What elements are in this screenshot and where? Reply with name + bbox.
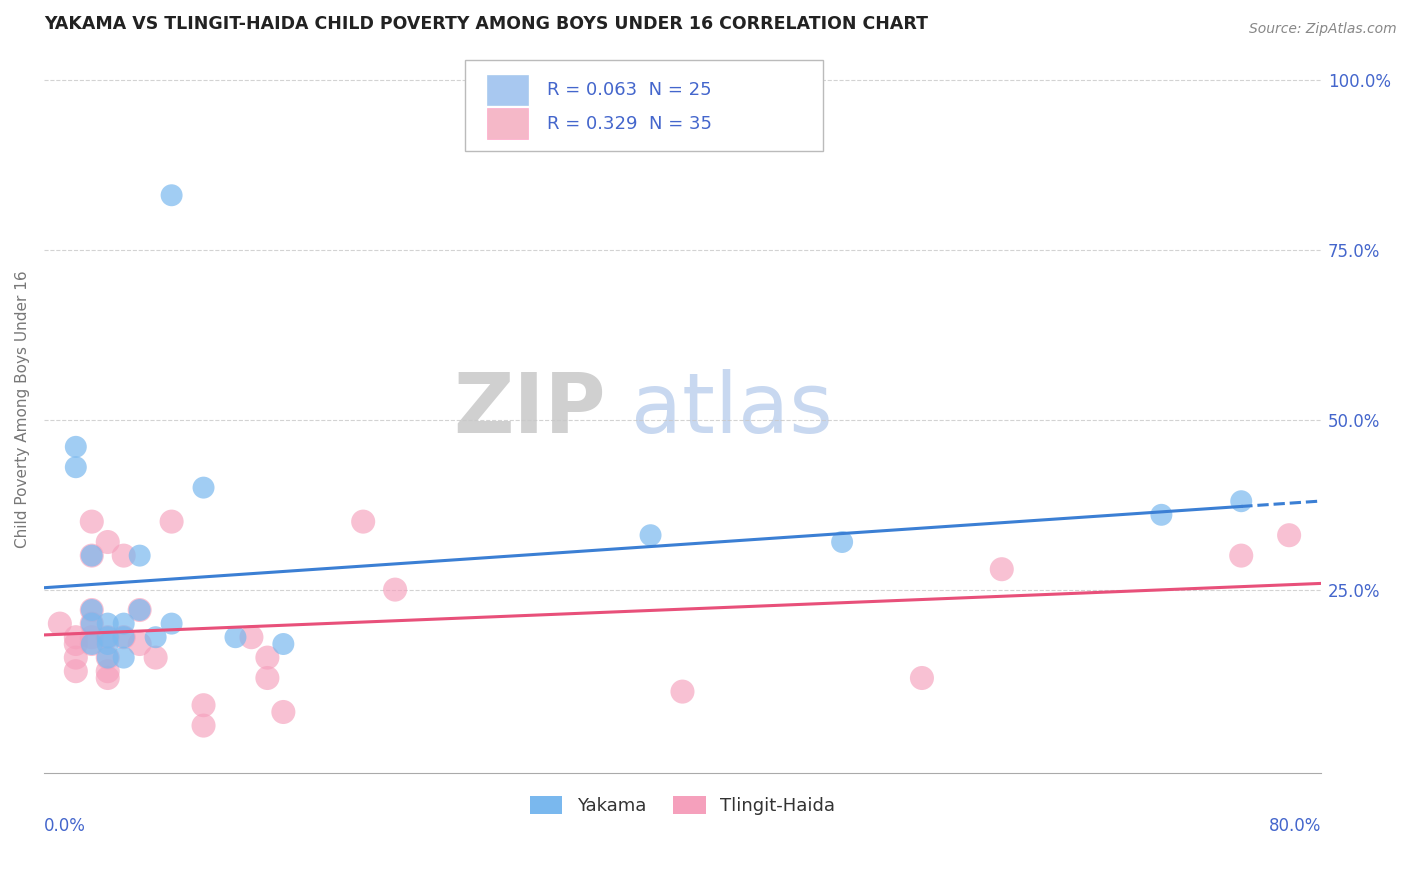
Point — [65, 440, 87, 454]
Text: R = 0.063  N = 25: R = 0.063 N = 25 — [547, 81, 711, 99]
Point — [160, 515, 183, 529]
Point — [97, 671, 120, 685]
Point — [65, 650, 87, 665]
Point — [160, 188, 183, 202]
Point — [112, 616, 135, 631]
FancyBboxPatch shape — [465, 61, 823, 151]
Point — [384, 582, 406, 597]
Text: Source: ZipAtlas.com: Source: ZipAtlas.com — [1249, 22, 1396, 37]
Point — [112, 630, 135, 644]
Point — [49, 616, 72, 631]
Point — [80, 549, 103, 563]
Point — [990, 562, 1012, 576]
Point — [640, 528, 662, 542]
Bar — [486, 108, 527, 139]
Point — [128, 603, 150, 617]
Point — [160, 616, 183, 631]
Point — [80, 603, 103, 617]
Point — [1278, 528, 1301, 542]
Point — [80, 616, 103, 631]
Point — [256, 671, 278, 685]
Point — [112, 630, 135, 644]
Point — [1230, 494, 1253, 508]
Point — [128, 549, 150, 563]
Text: 80.0%: 80.0% — [1268, 817, 1322, 835]
Point — [65, 460, 87, 475]
Point — [65, 664, 87, 678]
Point — [65, 637, 87, 651]
Point — [80, 549, 103, 563]
Point — [352, 515, 374, 529]
Point — [831, 535, 853, 549]
Point — [193, 718, 215, 732]
Point — [671, 684, 693, 698]
Legend: Yakama, Tlingit-Haida: Yakama, Tlingit-Haida — [523, 789, 842, 822]
Point — [193, 698, 215, 713]
Point — [911, 671, 934, 685]
Point — [128, 637, 150, 651]
Text: ZIP: ZIP — [453, 369, 606, 450]
Text: YAKAMA VS TLINGIT-HAIDA CHILD POVERTY AMONG BOYS UNDER 16 CORRELATION CHART: YAKAMA VS TLINGIT-HAIDA CHILD POVERTY AM… — [44, 15, 928, 33]
Point — [65, 630, 87, 644]
Point — [97, 616, 120, 631]
Point — [240, 630, 263, 644]
Point — [128, 603, 150, 617]
Text: 0.0%: 0.0% — [44, 817, 86, 835]
Text: R = 0.329  N = 35: R = 0.329 N = 35 — [547, 114, 711, 133]
Point — [97, 630, 120, 644]
Point — [224, 630, 246, 644]
Point — [97, 650, 120, 665]
Point — [273, 637, 295, 651]
Point — [1150, 508, 1173, 522]
Point — [80, 616, 103, 631]
Text: atlas: atlas — [631, 369, 834, 450]
Point — [97, 664, 120, 678]
Point — [97, 630, 120, 644]
Point — [112, 650, 135, 665]
Point — [80, 637, 103, 651]
Point — [112, 549, 135, 563]
Y-axis label: Child Poverty Among Boys Under 16: Child Poverty Among Boys Under 16 — [15, 270, 30, 549]
Point — [1230, 549, 1253, 563]
Point — [80, 630, 103, 644]
Bar — [486, 75, 527, 105]
Point — [273, 705, 295, 719]
Point — [97, 650, 120, 665]
Point — [80, 603, 103, 617]
Point — [256, 650, 278, 665]
Point — [193, 481, 215, 495]
Point — [80, 515, 103, 529]
Point — [97, 535, 120, 549]
Point — [97, 637, 120, 651]
Point — [80, 637, 103, 651]
Point — [145, 650, 167, 665]
Point — [145, 630, 167, 644]
